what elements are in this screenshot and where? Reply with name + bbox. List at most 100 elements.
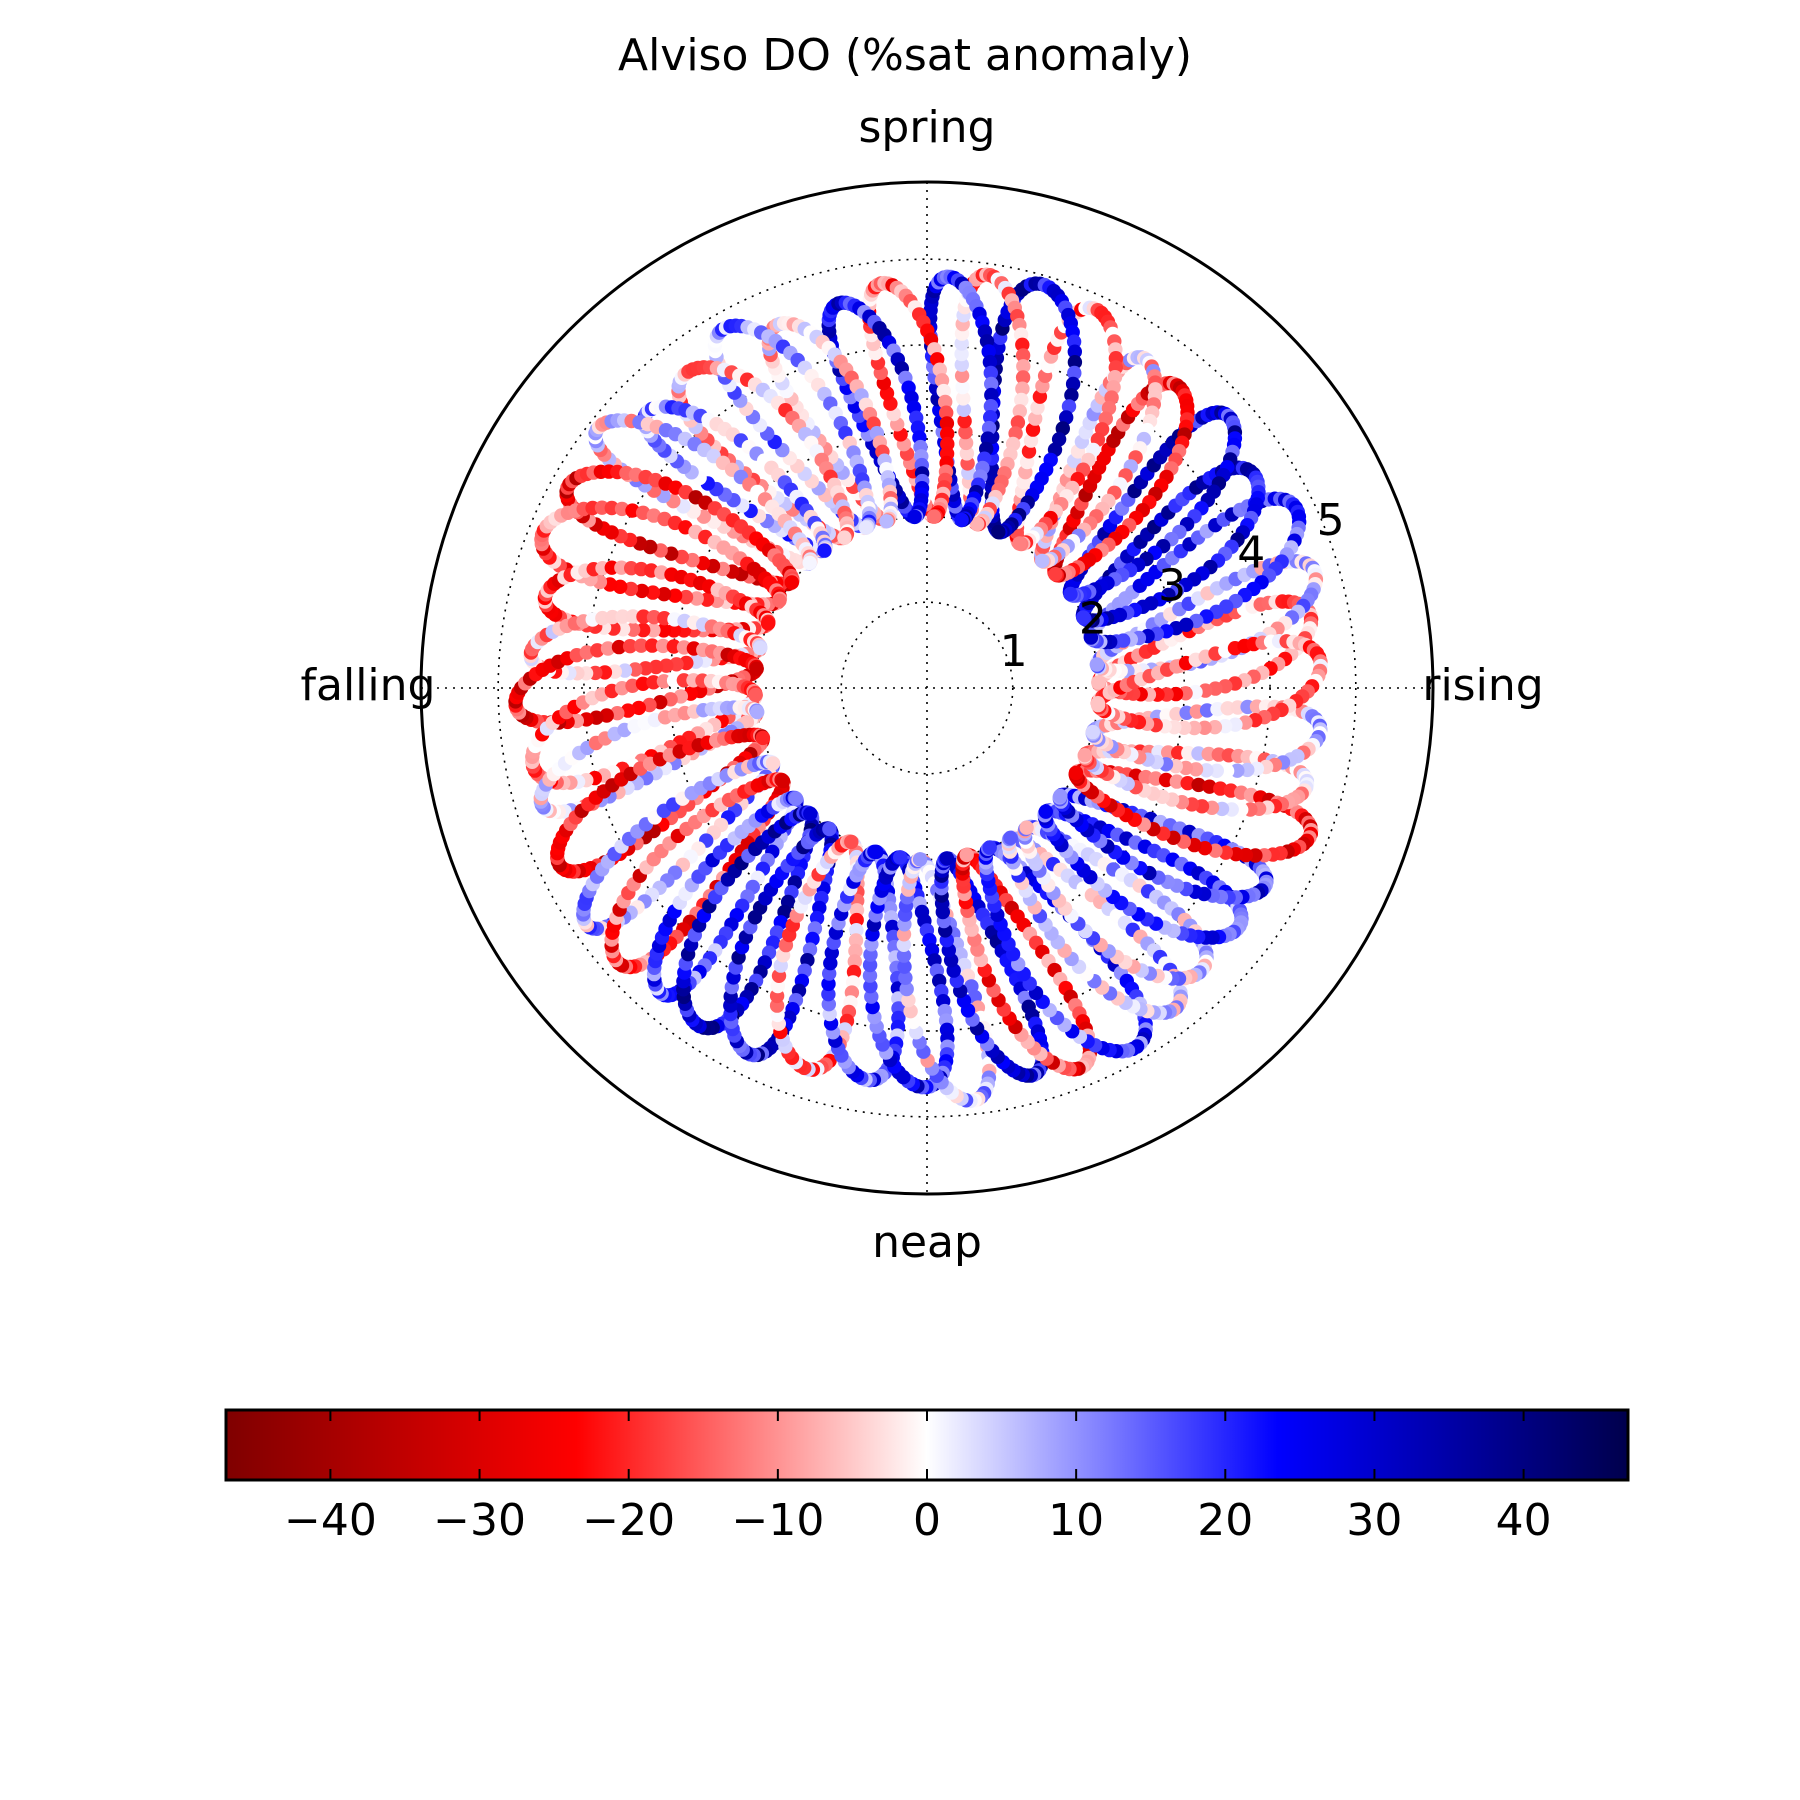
data-point [615, 609, 630, 624]
data-point [849, 923, 864, 938]
data-point [634, 638, 649, 653]
colorbar-tick-label: 10 [1048, 1495, 1104, 1546]
data-point [1202, 779, 1217, 794]
polar-frame [419, 180, 1435, 1196]
data-point [934, 373, 950, 388]
data-point [864, 989, 879, 1004]
data-point [1035, 553, 1050, 569]
data-point [991, 524, 1006, 540]
data-point [982, 354, 998, 370]
data-point [1010, 415, 1026, 430]
data-point [898, 970, 913, 985]
data-point [1015, 337, 1030, 352]
data-point [869, 844, 884, 860]
data-point [1076, 610, 1091, 625]
data-point [954, 512, 969, 528]
radial-tick-label: 2 [1079, 593, 1107, 644]
colorbar-tick-label: −10 [731, 1495, 824, 1546]
data-point [635, 676, 651, 691]
data-point [1158, 772, 1174, 788]
data-point [775, 773, 791, 789]
data-point [844, 834, 859, 850]
data-point [897, 959, 912, 974]
data-point [1015, 370, 1031, 385]
data-point [678, 589, 694, 605]
data-point [1089, 657, 1105, 672]
data-point [1083, 630, 1099, 645]
data-point [748, 687, 763, 703]
data-point [1012, 404, 1027, 419]
data-point [1230, 763, 1245, 778]
data-point [1014, 392, 1029, 408]
colorbar-tick-label: −20 [582, 1495, 675, 1546]
scatter-points [508, 267, 1328, 1109]
data-point [622, 639, 638, 654]
data-point [1064, 388, 1079, 403]
data-point [636, 609, 651, 624]
data-point [858, 520, 874, 535]
data-point [863, 947, 878, 962]
colorbar-tick-label: 40 [1496, 1495, 1552, 1546]
data-point [1180, 776, 1195, 791]
data-point [1187, 720, 1202, 736]
data-point [1067, 344, 1083, 359]
data-point [863, 979, 878, 994]
data-point [1030, 400, 1045, 415]
data-point [784, 575, 799, 590]
data-point [958, 424, 973, 440]
data-point [1091, 675, 1106, 690]
data-point [981, 344, 996, 359]
colorbar-tick-label: 20 [1197, 1495, 1253, 1546]
data-point [1059, 410, 1074, 425]
data-point [954, 368, 970, 383]
data-point [1021, 444, 1037, 459]
data-point [755, 730, 771, 746]
data-point [1038, 804, 1054, 819]
data-point [1023, 433, 1039, 448]
data-point [821, 976, 836, 992]
data-point [645, 638, 660, 653]
data-point [849, 912, 864, 928]
data-point [903, 1004, 918, 1019]
data-point [955, 379, 970, 395]
data-point [656, 674, 672, 689]
data-point [611, 639, 627, 655]
data-point [954, 357, 969, 372]
data-point [1055, 421, 1071, 436]
data-point [847, 954, 862, 969]
data-point [634, 583, 650, 599]
data-point [981, 420, 997, 436]
data-point [939, 416, 955, 431]
data-point [655, 638, 671, 654]
radial-grid-ring [840, 601, 1014, 775]
data-point [983, 365, 998, 381]
data-point [1197, 720, 1212, 735]
data-point [750, 704, 765, 720]
data-point [1019, 454, 1035, 470]
data-point [984, 387, 999, 403]
data-point [1019, 820, 1034, 835]
data-point [821, 987, 836, 1002]
data-point [907, 509, 922, 525]
radial-tick-label: 4 [1237, 528, 1265, 579]
data-point [822, 821, 837, 837]
data-point [623, 581, 639, 597]
data-point [959, 446, 975, 461]
data-point [817, 543, 832, 558]
data-point [939, 851, 955, 866]
data-point [1061, 399, 1077, 414]
data-point [656, 623, 671, 638]
data-point [646, 623, 661, 638]
data-point [636, 622, 651, 638]
angular-label-bottom: neap [872, 1217, 982, 1268]
angular-label-left: falling [301, 660, 436, 711]
colorbar-tick-label: 30 [1346, 1495, 1402, 1546]
data-point [1191, 746, 1206, 761]
radial-tick-label: 3 [1158, 561, 1186, 612]
data-point [1025, 422, 1041, 437]
data-point [862, 968, 878, 983]
data-point [848, 943, 863, 959]
data-point [1065, 376, 1081, 392]
